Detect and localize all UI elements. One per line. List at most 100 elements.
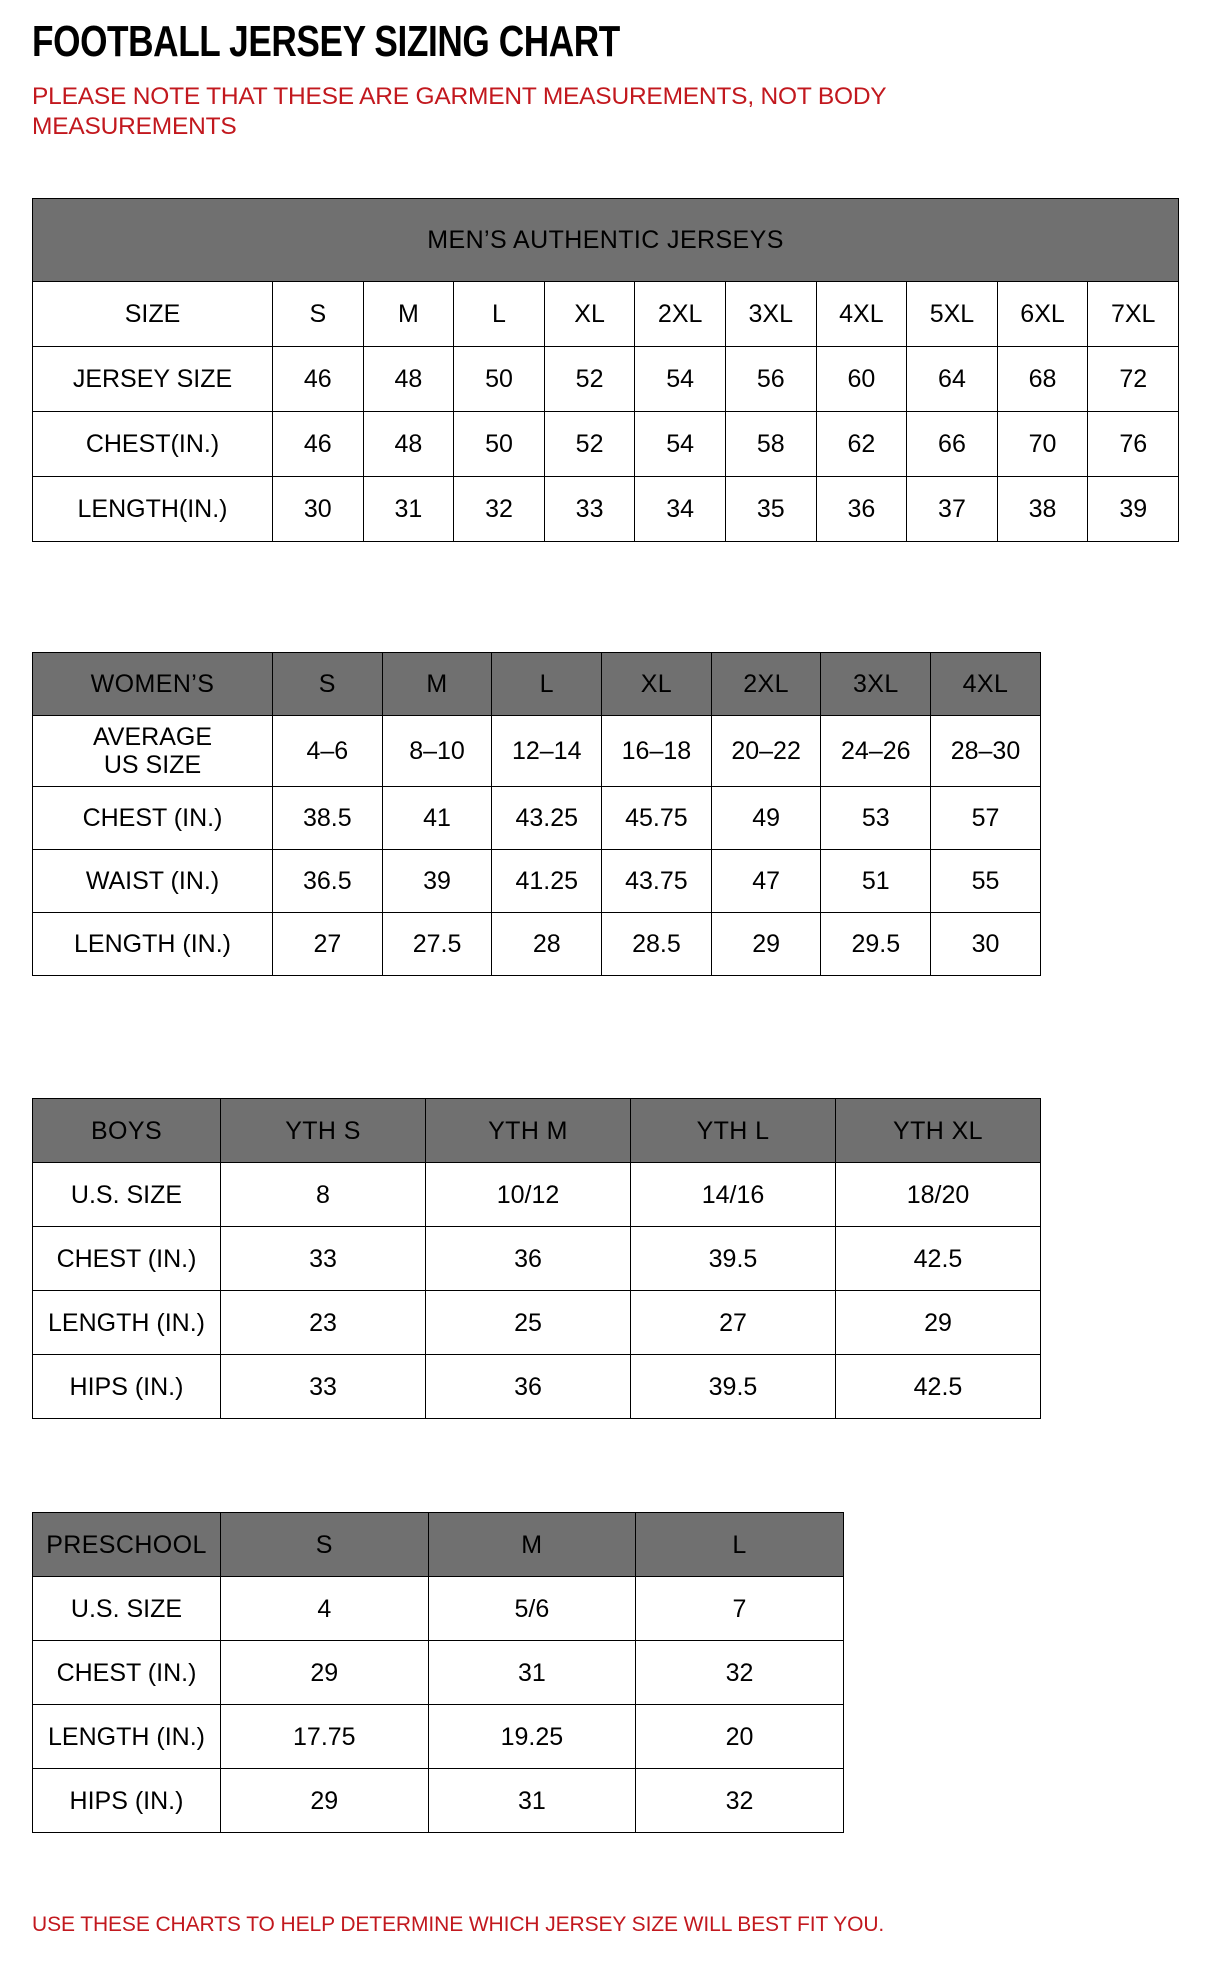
cell-value: 4 (220, 1576, 429, 1641)
cell-value: 29 (835, 1290, 1041, 1355)
row-label-length: LENGTH (IN.) (32, 1290, 221, 1355)
cell-value: 68 (996, 346, 1089, 412)
cell-value: 30 (930, 912, 1041, 976)
column-header-2xl: 2XL (634, 281, 726, 347)
table-header-row: PRESCHOOL S M L (32, 1512, 844, 1577)
cell-value: 32 (453, 476, 545, 542)
cell-value: 55 (930, 849, 1041, 913)
table-row: HIPS (IN.) 33 36 39.5 42.5 (32, 1354, 1041, 1419)
table-row: U.S. SIZE 4 5/6 7 (32, 1576, 844, 1641)
row-label-length: LENGTH(IN.) (32, 476, 273, 542)
cell-value: 36 (425, 1226, 631, 1291)
preschool-sizing-table: PRESCHOOL S M L U.S. SIZE 4 5/6 7 CHEST … (32, 1512, 844, 1833)
column-header-s: S (220, 1512, 429, 1577)
row-label-chest: CHEST (IN.) (32, 1640, 221, 1705)
column-header-m: M (362, 281, 455, 347)
row-label-length: LENGTH (IN.) (32, 1704, 221, 1769)
column-header-3xl: 3XL (724, 281, 817, 347)
page-title: FOOTBALL JERSEY SIZING CHART (32, 17, 620, 66)
column-header-5xl: 5XL (906, 281, 998, 347)
cell-value: 28.5 (601, 912, 712, 976)
column-header-boys: BOYS (32, 1098, 221, 1163)
cell-value: 29 (710, 912, 822, 976)
column-header-6xl: 6XL (996, 281, 1089, 347)
column-header-yth-m: YTH M (425, 1098, 631, 1163)
cell-value: 52 (543, 346, 636, 412)
table-row: CHEST (IN.) 29 31 32 (32, 1640, 844, 1705)
cell-value: 24–26 (820, 715, 932, 787)
cell-value: 20 (635, 1704, 844, 1769)
cell-value: 42.5 (835, 1226, 1041, 1291)
cell-value: 29 (220, 1768, 429, 1833)
row-label-line-2: US SIZE (103, 751, 202, 779)
table-header-row: WOMEN’S S M L XL 2XL 3XL 4XL (32, 652, 1041, 716)
column-header-yth-s: YTH S (220, 1098, 426, 1163)
row-label-us-size: U.S. SIZE (32, 1576, 221, 1641)
cell-value: 30 (272, 476, 364, 542)
cell-value: 58 (724, 411, 817, 477)
cell-value: 38 (996, 476, 1089, 542)
row-label-line-1: AVERAGE (92, 723, 213, 751)
cell-value: 72 (1087, 346, 1180, 412)
mens-banner-label: MEN’S AUTHENTIC JERSEYS (31, 198, 1180, 282)
cell-value: 29.5 (820, 912, 932, 976)
table-row: CHEST (IN.) 33 36 39.5 42.5 (32, 1226, 1041, 1291)
cell-value: 5/6 (427, 1576, 637, 1641)
cell-value: 31 (427, 1640, 637, 1705)
column-header-l: L (491, 652, 603, 716)
cell-value: 54 (634, 411, 726, 477)
cell-value: 31 (427, 1768, 637, 1833)
table-row: CHEST (IN.) 38.5 41 43.25 45.75 49 53 57 (32, 786, 1041, 850)
cell-value: 50 (453, 411, 545, 477)
row-label-chest: CHEST(IN.) (32, 411, 273, 477)
cell-value: 31 (362, 476, 455, 542)
cell-value: 7 (635, 1576, 844, 1641)
column-header-xl: XL (543, 281, 636, 347)
cell-value: 8 (220, 1162, 426, 1227)
cell-value: 42.5 (835, 1354, 1041, 1419)
row-label-hips: HIPS (IN.) (32, 1768, 221, 1833)
column-header-l: L (453, 281, 545, 347)
cell-value: 43.75 (601, 849, 712, 913)
column-header-yth-l: YTH L (630, 1098, 836, 1163)
mens-sizing-table: MEN’S AUTHENTIC JERSEYS SIZE S M L XL 2X… (31, 198, 1180, 542)
cell-value: 49 (710, 786, 822, 850)
cell-value: 35 (724, 476, 817, 542)
cell-value: 45.75 (601, 786, 712, 850)
boys-sizing-table: BOYS YTH S YTH M YTH L YTH XL U.S. SIZE … (32, 1098, 1041, 1419)
cell-value: 8–10 (381, 715, 493, 787)
cell-value: 27 (630, 1290, 836, 1355)
cell-value: 19.25 (427, 1704, 637, 1769)
cell-value: 53 (820, 786, 932, 850)
cell-value: 46 (272, 411, 364, 477)
table-header-row: BOYS YTH S YTH M YTH L YTH XL (32, 1098, 1041, 1163)
column-header-s: S (272, 281, 364, 347)
cell-value: 39.5 (630, 1354, 836, 1419)
column-header-yth-xl: YTH XL (835, 1098, 1041, 1163)
cell-value: 27.5 (381, 912, 493, 976)
cell-value: 32 (635, 1768, 844, 1833)
column-header-m: M (427, 1512, 637, 1577)
cell-value: 60 (815, 346, 908, 412)
cell-value: 17.75 (220, 1704, 429, 1769)
column-header-l: L (635, 1512, 844, 1577)
column-header-7xl: 7XL (1087, 281, 1180, 347)
cell-value: 25 (425, 1290, 631, 1355)
row-label-hips: HIPS (IN.) (32, 1354, 221, 1419)
cell-value: 28–30 (930, 715, 1041, 787)
cell-value: 38.5 (272, 786, 383, 850)
column-header-4xl: 4XL (815, 281, 908, 347)
footer-note: USE THESE CHARTS TO HELP DETERMINE WHICH… (32, 1913, 885, 1936)
cell-value: 36 (425, 1354, 631, 1419)
column-header-preschool: PRESCHOOL (32, 1512, 221, 1577)
cell-value: 50 (453, 346, 545, 412)
cell-value: 33 (543, 476, 636, 542)
cell-value: 51 (820, 849, 932, 913)
row-label-chest: CHEST (IN.) (32, 786, 273, 850)
row-label-average-us-size: AVERAGE US SIZE (32, 715, 273, 787)
table-header-row: SIZE S M L XL 2XL 3XL 4XL 5XL 6XL 7XL (32, 281, 1180, 347)
column-header-3xl: 3XL (820, 652, 932, 716)
cell-value: 46 (272, 346, 364, 412)
table-row: AVERAGE US SIZE 4–6 8–10 12–14 16–18 20–… (32, 715, 1041, 787)
cell-value: 43.25 (491, 786, 603, 850)
